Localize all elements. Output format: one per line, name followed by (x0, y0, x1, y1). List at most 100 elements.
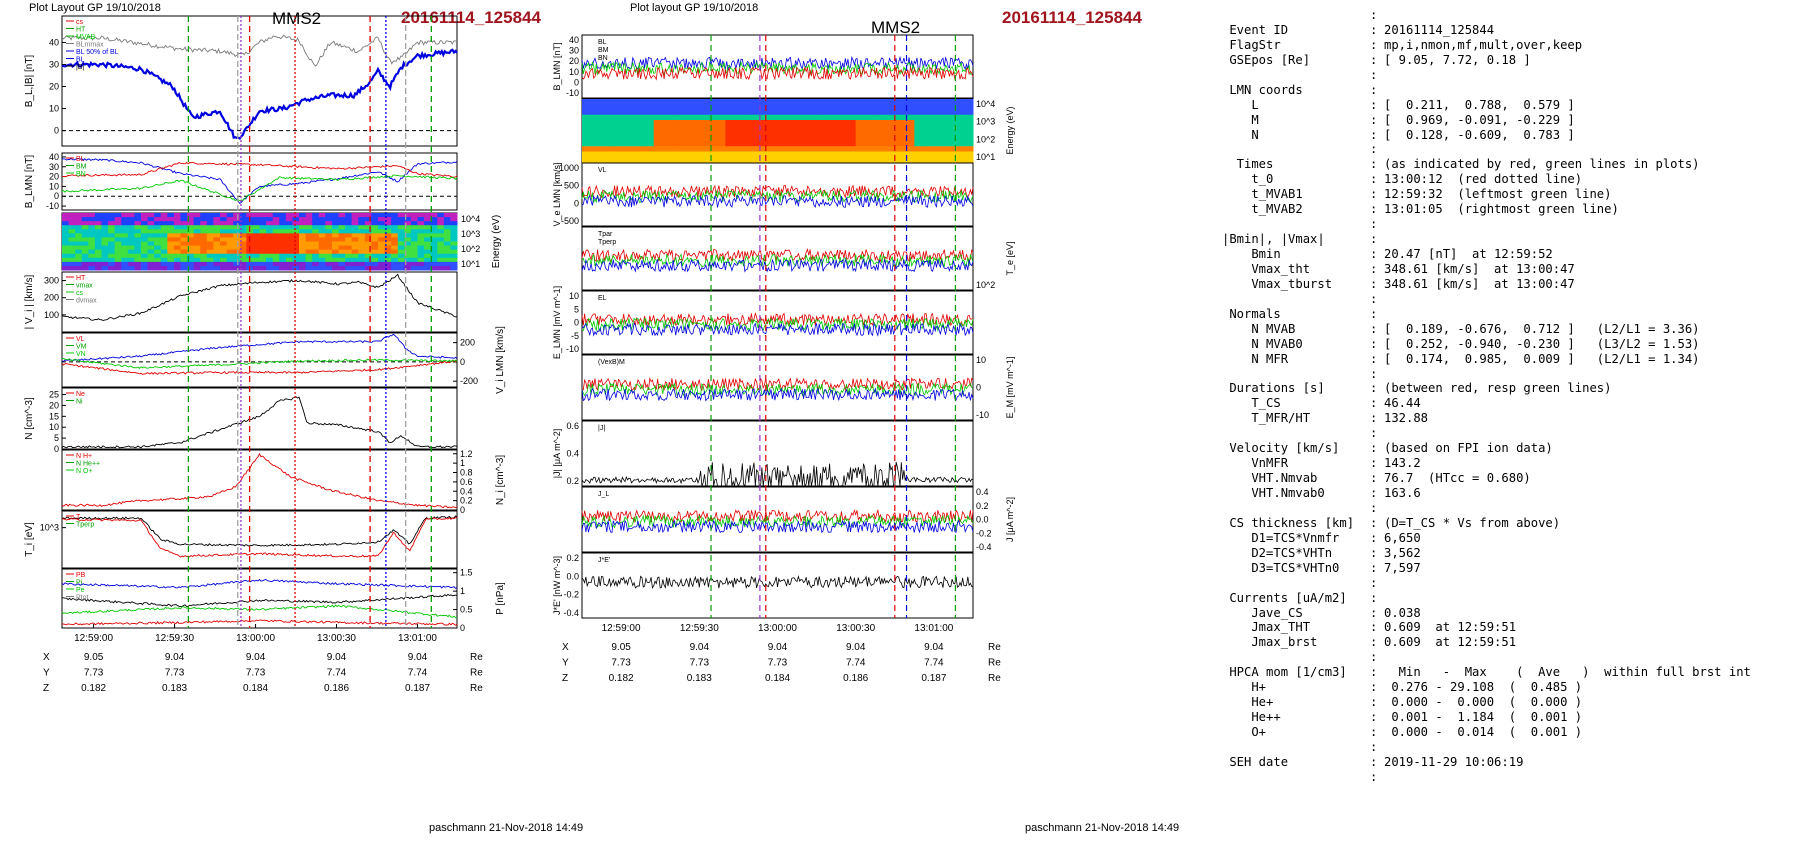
spectrogram-cell (894, 146, 902, 152)
spectrogram-cell (816, 99, 824, 105)
spectrogram-cell (134, 253, 142, 259)
legend-label: BN (598, 55, 608, 62)
spectrogram-cell (318, 245, 326, 251)
spectrogram-cell (901, 99, 909, 105)
spectrogram-cell (940, 146, 948, 152)
spectrogram-cell (933, 156, 941, 163)
spectrogram-cell (751, 120, 759, 126)
spectrogram-cell (666, 151, 674, 158)
spectrogram-cell (154, 213, 162, 218)
spectrogram-cell (345, 225, 353, 230)
spectrogram-cell (862, 135, 870, 142)
table-row: L:[ 0.211, 0.788, 0.579 ] (1222, 98, 1751, 113)
legend-label: Tperp (598, 239, 616, 246)
spectrogram-cell (751, 99, 759, 105)
spectrogram-cell (836, 141, 844, 147)
spectrogram-cell (751, 104, 759, 110)
spectrogram-cell (279, 213, 287, 218)
row-separator: : (1370, 217, 1378, 232)
spectrogram-cell (345, 257, 353, 263)
spectrogram-cell (272, 253, 280, 259)
row-separator: : (1370, 605, 1378, 620)
spectrogram-cell (404, 229, 412, 234)
spectrogram-cell (226, 241, 234, 247)
spectrogram-cell (167, 225, 175, 230)
spectrogram-cell (784, 135, 792, 142)
spectrogram-cell (338, 241, 346, 247)
spectrogram-cell (108, 225, 116, 230)
spectrogram-cell (450, 213, 458, 218)
spectrogram-cell (666, 99, 674, 105)
spectrogram-cell (797, 125, 805, 131)
spectrogram-cell (764, 114, 772, 121)
spectrogram-cell (686, 135, 694, 142)
panel-1 (61, 15, 458, 147)
spectrogram-cell (450, 233, 458, 238)
spectrogram-cell (358, 225, 366, 230)
spectrogram-cell (94, 217, 102, 222)
spectrogram-cell (640, 99, 648, 105)
spectrogram-cell (167, 241, 175, 247)
spectrogram-cell (114, 241, 122, 247)
spectrogram-cell (927, 156, 935, 163)
spectrogram-cell (849, 99, 857, 105)
spectrogram-cell (797, 141, 805, 147)
row-value: 0.000 - 0.000 ( 0.000 ) (1384, 695, 1583, 710)
spectrogram-cell (946, 141, 954, 147)
spectrogram-cell (299, 253, 307, 259)
spectrogram-cell (371, 253, 379, 259)
spectrogram-cell (679, 156, 687, 163)
spectrogram-cell (582, 135, 590, 142)
spectrogram-cell (141, 253, 149, 259)
spectrogram-cell (285, 229, 293, 234)
spectrogram-cell (239, 229, 247, 234)
spectrogram-cell (114, 233, 122, 238)
spectrogram-cell (127, 241, 135, 247)
spectrogram-cell (810, 114, 818, 121)
row-key: VnMFR (1222, 456, 1289, 471)
spectrogram-cell (114, 229, 122, 234)
ytick-label: 0.4 (460, 486, 473, 496)
spectrogram-cell (634, 151, 642, 158)
spectrogram-cell (200, 257, 208, 263)
spectrogram-cell (141, 229, 149, 234)
ytick-label: 300 (44, 276, 59, 286)
spectrogram-cell (213, 245, 221, 251)
spectrogram-cell (147, 217, 155, 222)
spectrogram-cell (437, 245, 445, 251)
spectrogram-cell (266, 221, 274, 226)
spectrogram-cell (220, 233, 228, 238)
spectrogram-cell (705, 146, 713, 152)
spectrogram-cell (647, 120, 655, 126)
row-value: 13:00:12 (red dotted line) (1384, 172, 1583, 187)
spectrogram-cell (299, 213, 307, 218)
spectrogram-cell (673, 109, 681, 116)
middle-spacecraft-title: MMS2 (871, 18, 921, 37)
legend-label: dvmax (76, 298, 97, 305)
spectrogram-cell (206, 257, 214, 263)
spectrogram-cell (731, 156, 739, 163)
spectrogram-cell (842, 151, 850, 158)
row-separator: : (1370, 172, 1378, 187)
spectrogram-cell (914, 109, 922, 116)
spectrogram-cell (849, 141, 857, 147)
spectrogram-cell (437, 249, 445, 255)
spectrogram-cell (595, 151, 603, 158)
spectrogram-cell (914, 135, 922, 142)
spectrogram-cell (927, 135, 935, 142)
spectrogram-cell (239, 225, 247, 230)
spectrogram-cell (803, 109, 811, 116)
spectrogram-cell (966, 130, 974, 137)
series-line (581, 376, 974, 392)
spectrogram-cell (378, 241, 386, 247)
spectrogram-cell (627, 99, 635, 105)
panel-3 (61, 212, 458, 271)
spectrogram-cell (338, 253, 346, 259)
spectrogram-cell (81, 229, 89, 234)
spectrogram-cell (829, 104, 837, 110)
row-separator: : (1370, 366, 1378, 381)
y-axis-label: Energy (eV) (491, 215, 502, 268)
legend-label: |B| (76, 64, 84, 71)
spectrogram-cell (744, 130, 752, 137)
ytick-label: -0.2 (976, 528, 992, 538)
